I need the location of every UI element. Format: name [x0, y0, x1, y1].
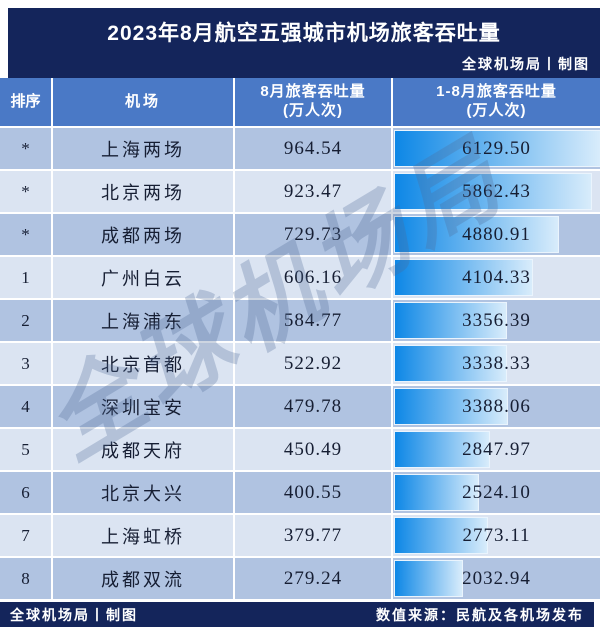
table-row: 8 成都双流 279.24 2032.94 [0, 558, 600, 599]
header-airport-label: 机场 [124, 92, 161, 110]
cell-rank: * [0, 214, 53, 255]
cell-ytd-value: 4104.33 [462, 266, 531, 288]
cell-ytd-value: 2773.11 [462, 524, 531, 546]
table-row: * 上海两场 964.54 6129.50 [0, 128, 600, 169]
cell-august-value: 923.47 [235, 171, 393, 212]
cell-ytd-value: 6129.50 [462, 137, 531, 159]
table-row: 6 北京大兴 400.55 2524.10 [0, 472, 600, 513]
table-row: * 北京两场 923.47 5862.43 [0, 171, 600, 212]
cell-airport: 上海浦东 [53, 300, 235, 341]
cell-ytd-value: 4880.91 [462, 223, 531, 245]
cell-rank: 8 [0, 558, 53, 599]
cell-ytd-value: 2032.94 [462, 567, 531, 589]
header-cell-august: 8月旅客吞吐量 (万人次) [235, 78, 393, 126]
cell-ytd: 2032.94 [393, 558, 600, 599]
cell-august-value: 584.77 [235, 300, 393, 341]
cell-rank: 5 [0, 429, 53, 470]
cell-airport: 广州白云 [53, 257, 235, 298]
header-ytd-unit: (万人次) [466, 102, 527, 119]
cell-ytd: 5862.43 [393, 171, 600, 212]
cell-rank: 3 [0, 343, 53, 384]
header-cell-airport: 机场 [53, 78, 235, 126]
cell-august-value: 400.55 [235, 472, 393, 513]
cell-august-value: 522.92 [235, 343, 393, 384]
cell-august-value: 379.77 [235, 515, 393, 556]
cell-airport: 深圳宝安 [53, 386, 235, 427]
header-august-unit: (万人次) [283, 102, 343, 119]
ytd-data-bar [394, 130, 600, 167]
table-row: 3 北京首都 522.92 3338.33 [0, 343, 600, 384]
cell-ytd-value: 3356.39 [462, 309, 531, 331]
cell-rank: 2 [0, 300, 53, 341]
ytd-data-bar [394, 517, 488, 554]
cell-august-value: 450.49 [235, 429, 393, 470]
footer-bar: 全球机场局丨制图 数值来源：民航及各机场发布 [0, 602, 594, 627]
cell-rank: 6 [0, 472, 53, 513]
credit-line: 全球机场局丨制图 [462, 56, 590, 72]
header-ytd-label: 1-8月旅客吞吐量 [436, 83, 557, 101]
cell-ytd-value: 5862.43 [462, 180, 531, 202]
ytd-data-bar [394, 345, 507, 382]
cell-ytd: 3338.33 [393, 343, 600, 384]
ytd-data-bar [394, 560, 463, 597]
cell-airport: 成都两场 [53, 214, 235, 255]
header-rank-label: 排序 [10, 92, 41, 110]
cell-rank: 7 [0, 515, 53, 556]
table-row: 2 上海浦东 584.77 3356.39 [0, 300, 600, 341]
ytd-data-bar [394, 216, 559, 253]
cell-airport: 上海虹桥 [53, 515, 235, 556]
cell-airport: 北京大兴 [53, 472, 235, 513]
cell-ytd-value: 3338.33 [462, 352, 531, 374]
cell-rank: 4 [0, 386, 53, 427]
cell-august-value: 729.73 [235, 214, 393, 255]
ytd-data-bar [394, 388, 509, 425]
title-banner: 2023年8月航空五强城市机场旅客吞吐量 全球机场局丨制图 [8, 8, 600, 78]
cell-august-value: 479.78 [235, 386, 393, 427]
table-row: 4 深圳宝安 479.78 3388.06 [0, 386, 600, 427]
cell-ytd: 3388.06 [393, 386, 600, 427]
header-cell-rank: 排序 [0, 78, 53, 126]
cell-airport: 北京两场 [53, 171, 235, 212]
ytd-data-bar [394, 173, 592, 210]
cell-ytd-value: 2524.10 [462, 481, 531, 503]
cell-rank: * [0, 171, 53, 212]
table-header: 排序 机场 8月旅客吞吐量 (万人次) 1-8月旅客吞吐量 (万人次) [0, 78, 600, 128]
cell-rank: 1 [0, 257, 53, 298]
cell-ytd: 4880.91 [393, 214, 600, 255]
cell-airport: 成都双流 [53, 558, 235, 599]
cell-ytd-value: 2847.97 [462, 438, 531, 460]
ytd-data-bar [394, 302, 508, 339]
header-cell-ytd: 1-8月旅客吞吐量 (万人次) [393, 78, 600, 126]
page-title: 2023年8月航空五强城市机场旅客吞吐量 [107, 22, 501, 45]
cell-ytd: 2773.11 [393, 515, 600, 556]
table-body: * 上海两场 964.54 6129.50 * 北京两场 923.47 5862… [0, 128, 600, 601]
cell-ytd: 2847.97 [393, 429, 600, 470]
cell-august-value: 606.16 [235, 257, 393, 298]
ytd-data-bar [394, 431, 491, 468]
cell-ytd: 4104.33 [393, 257, 600, 298]
cell-airport: 成都天府 [53, 429, 235, 470]
cell-ytd: 2524.10 [393, 472, 600, 513]
table-row: 7 上海虹桥 379.77 2773.11 [0, 515, 600, 556]
cell-august-value: 964.54 [235, 128, 393, 169]
cell-ytd: 6129.50 [393, 128, 600, 169]
cell-airport: 北京首都 [53, 343, 235, 384]
table-row: 1 广州白云 606.16 4104.33 [0, 257, 600, 298]
footer-source: 数值来源：民航及各机场发布 [376, 606, 584, 623]
table-row: 5 成都天府 450.49 2847.97 [0, 429, 600, 470]
ytd-data-bar [394, 474, 480, 511]
header-august-label: 8月旅客吞吐量 [260, 83, 366, 101]
cell-ytd: 3356.39 [393, 300, 600, 341]
cell-august-value: 279.24 [235, 558, 393, 599]
cell-airport: 上海两场 [53, 128, 235, 169]
footer-credit: 全球机场局丨制图 [10, 606, 138, 623]
ytd-data-bar [394, 259, 533, 296]
cell-ytd-value: 3388.06 [462, 395, 531, 417]
table-row: * 成都两场 729.73 4880.91 [0, 214, 600, 255]
cell-rank: * [0, 128, 53, 169]
